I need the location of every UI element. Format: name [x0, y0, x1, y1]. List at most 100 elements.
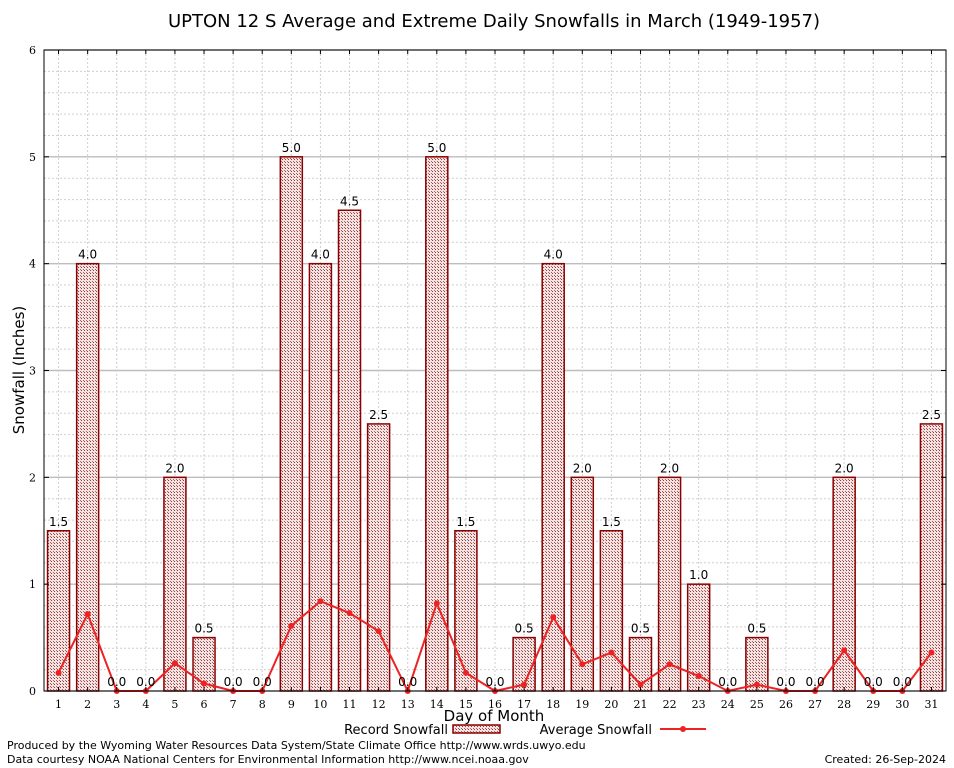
y-tick-label: 2	[29, 471, 36, 484]
bar-value-label: 1.5	[602, 515, 621, 529]
x-tick-label: 2	[84, 698, 91, 711]
bar-value-label: 2.0	[165, 461, 184, 475]
y-axis-label: Snowfall (Inches)	[10, 306, 28, 434]
record-bar	[454, 530, 478, 692]
bar-value-label: 0.0	[776, 675, 795, 689]
bar-value-label: 0.5	[194, 622, 213, 636]
x-tick-label: 13	[401, 698, 415, 711]
x-tick-label: 26	[779, 698, 793, 711]
bar-value-label: 0.0	[136, 675, 155, 689]
x-tick-label: 17	[517, 698, 531, 711]
x-tick-label: 18	[546, 698, 560, 711]
x-tick-label: 20	[604, 698, 618, 711]
bar-value-label: 2.5	[369, 408, 388, 422]
x-tick-label: 8	[259, 698, 266, 711]
x-tick-label: 22	[663, 698, 677, 711]
x-tick-label: 19	[575, 698, 589, 711]
record-bar	[366, 423, 391, 692]
record-bar	[657, 476, 682, 692]
chart-title: UPTON 12 S Average and Extreme Daily Sno…	[168, 11, 820, 32]
x-tick-label: 4	[142, 698, 149, 711]
average-point	[317, 598, 324, 605]
average-point	[288, 622, 295, 629]
x-tick-label: 30	[895, 698, 909, 711]
average-point	[462, 669, 469, 676]
legend-average-label: Average Snowfall	[540, 723, 652, 738]
x-tick-label: 28	[837, 698, 851, 711]
x-tick-label: 5	[171, 698, 178, 711]
x-tick-label: 23	[692, 698, 706, 711]
legend-average-marker	[680, 726, 686, 732]
x-tick-label: 24	[721, 698, 735, 711]
bar-value-label: 0.5	[631, 622, 650, 636]
bar-value-label: 4.0	[311, 248, 330, 262]
y-tick-label: 1	[29, 578, 36, 591]
footer-created: Created: 26-Sep-2024	[824, 753, 946, 766]
x-tick-label: 16	[488, 698, 502, 711]
y-tick-label: 0	[29, 685, 36, 698]
bar-value-label: 0.0	[398, 675, 417, 689]
x-axis-label: Day of Month	[444, 707, 545, 725]
x-tick-label: 14	[430, 698, 444, 711]
bar-value-label: 0.0	[718, 675, 737, 689]
average-point	[433, 600, 440, 607]
x-tick-label: 12	[372, 698, 386, 711]
bar-value-label: 0.0	[864, 675, 883, 689]
bar-value-label: 1.5	[49, 515, 68, 529]
record-bar	[46, 530, 71, 692]
bar-value-label: 1.5	[456, 515, 475, 529]
footer-courtesy: Data courtesy NOAA National Centers for …	[7, 753, 529, 766]
legend-record-swatch	[452, 724, 501, 734]
average-point	[171, 660, 178, 667]
average-point	[753, 681, 760, 688]
x-tick-label: 29	[866, 698, 880, 711]
record-bar	[308, 262, 333, 692]
record-bar	[541, 262, 565, 692]
average-point	[579, 661, 586, 668]
x-tick-label: 15	[459, 698, 473, 711]
average-point	[521, 681, 528, 688]
bar-value-label: 0.0	[806, 675, 825, 689]
bar-value-label: 0.0	[253, 675, 272, 689]
average-point	[201, 680, 208, 687]
average-point	[375, 628, 382, 635]
x-tick-label: 3	[113, 698, 120, 711]
bar-value-label: 0.0	[893, 675, 912, 689]
x-axis-ticks: 1 2 3 4 5 6 7 8 9 10 11 12 13 14 15 16 17 18 19 20 21 22 23 24 2…	[55, 50, 938, 711]
x-tick-label: 10	[313, 698, 327, 711]
bar-value-label: 4.5	[340, 194, 359, 208]
average-point	[928, 649, 935, 656]
bar-value-label: 0.5	[515, 622, 534, 636]
y-tick-label: 6	[29, 44, 36, 57]
x-tick-label: 1	[55, 698, 62, 711]
x-tick-label: 6	[201, 698, 208, 711]
x-tick-label: 27	[808, 698, 822, 711]
bar-value-label: 0.5	[747, 622, 766, 636]
average-point	[84, 611, 91, 618]
x-tick-label: 21	[633, 698, 647, 711]
y-tick-label: 5	[29, 151, 36, 164]
bar-value-label: 4.0	[544, 248, 563, 262]
bar-value-label: 1.0	[689, 568, 708, 582]
average-point	[637, 681, 644, 688]
y-tick-label: 3	[29, 365, 36, 378]
bar-value-label: 0.0	[107, 675, 126, 689]
y-tick-label: 4	[29, 258, 36, 271]
bar-value-label: 0.0	[485, 675, 504, 689]
bar-value-label: 5.0	[282, 141, 301, 155]
bar-value-label: 0.0	[224, 675, 243, 689]
bar-value-label: 2.0	[660, 461, 679, 475]
x-tick-label: 9	[288, 698, 295, 711]
average-point	[608, 649, 615, 656]
footer-produced-by: Produced by the Wyoming Water Resources …	[7, 739, 586, 752]
record-bar	[75, 262, 100, 692]
x-tick-label: 31	[924, 698, 938, 711]
record-bar	[599, 530, 624, 692]
record-bar	[832, 476, 856, 692]
bar-value-label: 4.0	[78, 248, 97, 262]
average-point	[695, 673, 702, 680]
average-point	[55, 669, 62, 676]
average-point	[550, 614, 557, 621]
record-bar	[425, 156, 449, 692]
